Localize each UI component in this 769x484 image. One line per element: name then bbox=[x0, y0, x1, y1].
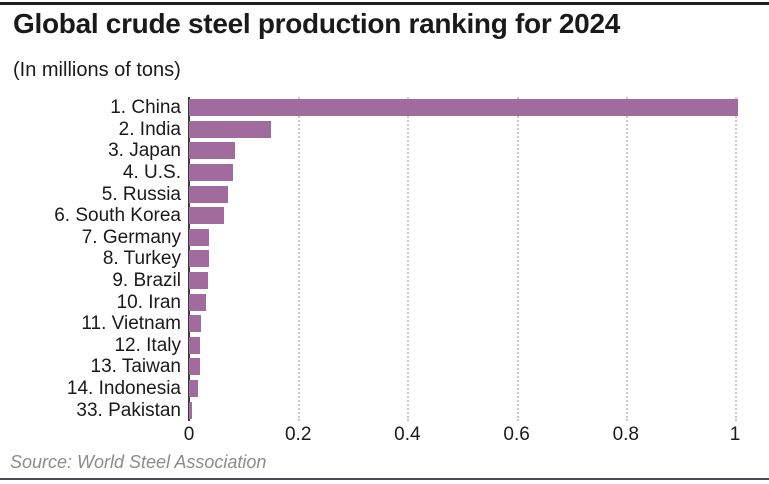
gridline bbox=[407, 97, 410, 421]
bar-rows: 1. China 2. India 3. Japan 4. U.S. 5. Ru… bbox=[0, 97, 755, 421]
bar bbox=[189, 315, 201, 333]
x-tick-label: 0 bbox=[183, 424, 195, 445]
bar bbox=[189, 120, 271, 138]
bar-track bbox=[189, 142, 755, 160]
x-tick-label: 0.2 bbox=[284, 424, 312, 445]
bar-track bbox=[189, 380, 755, 398]
bar bbox=[189, 358, 200, 376]
bar bbox=[189, 250, 210, 268]
x-tick-label: 0.4 bbox=[394, 424, 421, 445]
bar-track bbox=[189, 99, 755, 117]
category-label: 6. South Korea bbox=[54, 205, 181, 227]
source-note: Source: World Steel Association bbox=[10, 452, 267, 472]
bar-row: 4. U.S. bbox=[0, 162, 755, 184]
bar-row: 12. Italy bbox=[0, 335, 755, 357]
bar-row: 11. Vietnam bbox=[0, 313, 755, 335]
category-label: 14. Indonesia bbox=[66, 378, 181, 400]
bar-track bbox=[189, 228, 755, 246]
bar-row: 1. China bbox=[0, 97, 755, 119]
bar-track bbox=[189, 185, 755, 203]
bar-track bbox=[189, 207, 755, 225]
bar-track bbox=[189, 293, 755, 311]
bar-track bbox=[189, 272, 755, 290]
category-label: 2. India bbox=[118, 118, 181, 140]
x-axis-ticks: 0 0.2 0.4 0.6 0.8 1 bbox=[184, 424, 741, 448]
chart-title: Global crude steel production ranking fo… bbox=[13, 8, 620, 39]
bar bbox=[189, 207, 224, 225]
gridline bbox=[298, 97, 301, 421]
x-tick-label: 0.8 bbox=[612, 424, 640, 445]
category-label: 12. Italy bbox=[114, 334, 181, 356]
bottom-rule bbox=[0, 478, 769, 480]
category-label: 13. Taiwan bbox=[90, 356, 182, 378]
category-label: 4. U.S. bbox=[122, 162, 181, 184]
top-rule bbox=[0, 2, 769, 5]
category-label: 10. Iran bbox=[116, 291, 181, 313]
category-label: 8. Turkey bbox=[102, 248, 181, 270]
bar-row: 13. Taiwan bbox=[0, 356, 755, 378]
bar-row: 3. Japan bbox=[0, 140, 755, 162]
bar bbox=[189, 293, 206, 311]
bar-row: 2. India bbox=[0, 119, 755, 141]
bar-track bbox=[189, 358, 755, 376]
bar-track bbox=[189, 401, 755, 419]
category-label: 11. Vietnam bbox=[81, 313, 181, 335]
bar-row: 10. Iran bbox=[0, 291, 755, 313]
bar bbox=[189, 185, 228, 203]
category-label: 7. Germany bbox=[81, 226, 181, 248]
bar bbox=[189, 272, 208, 290]
x-tick-label: 0.6 bbox=[503, 424, 530, 445]
bar-row: 7. Germany bbox=[0, 227, 755, 249]
category-label: 9. Brazil bbox=[112, 270, 181, 292]
bar bbox=[189, 142, 235, 160]
bar bbox=[189, 99, 738, 117]
bar-track bbox=[189, 164, 755, 182]
bar bbox=[189, 164, 233, 182]
bar-row: 14. Indonesia bbox=[0, 378, 755, 400]
bar-row: 9. Brazil bbox=[0, 270, 755, 292]
bar-row: 33. Pakistan bbox=[0, 399, 755, 421]
x-tick-label: 1 bbox=[729, 424, 741, 445]
bar-row: 6. South Korea bbox=[0, 205, 755, 227]
bar bbox=[189, 228, 210, 246]
bar-row: 8. Turkey bbox=[0, 248, 755, 270]
bar-row: 5. Russia bbox=[0, 183, 755, 205]
bar bbox=[189, 336, 200, 354]
category-label: 33. Pakistan bbox=[76, 399, 181, 421]
category-label: 1. China bbox=[110, 97, 181, 119]
plot-area: 1. China 2. India 3. Japan 4. U.S. 5. Ru… bbox=[0, 97, 755, 421]
category-label: 5. Russia bbox=[101, 183, 181, 205]
bar bbox=[189, 380, 199, 398]
bar-track bbox=[189, 250, 755, 268]
gridline bbox=[735, 97, 737, 421]
gridlines bbox=[189, 97, 741, 421]
bar-track bbox=[189, 336, 755, 354]
bar-track bbox=[189, 120, 755, 138]
bar bbox=[189, 401, 193, 419]
chart-subtitle: (In millions of tons) bbox=[13, 59, 181, 81]
bar-track bbox=[189, 315, 755, 333]
category-label: 3. Japan bbox=[108, 140, 181, 162]
gridline bbox=[625, 97, 628, 421]
gridline bbox=[516, 97, 519, 421]
